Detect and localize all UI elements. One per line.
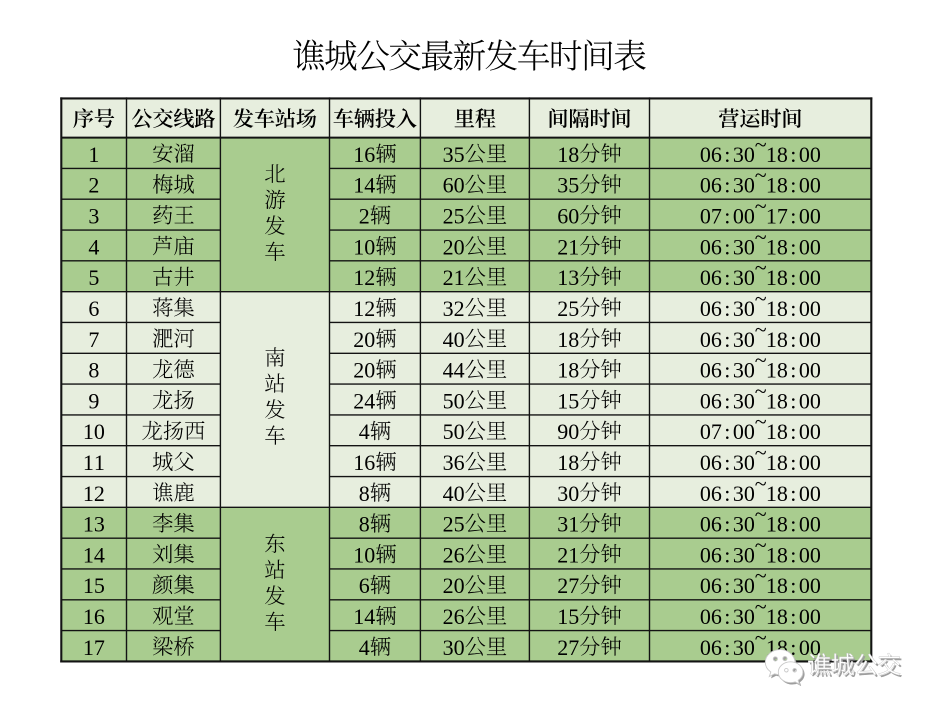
svg-text:21: 21 — [443, 265, 465, 290]
svg-text:06:30~18:00: 06:30~18:00 — [700, 532, 821, 567]
svg-text:13: 13 — [83, 512, 105, 537]
svg-text:35: 35 — [443, 142, 465, 167]
svg-text:6: 6 — [359, 573, 370, 598]
svg-text:14: 14 — [353, 173, 375, 198]
svg-text:21: 21 — [557, 542, 579, 567]
svg-text:14: 14 — [353, 604, 375, 629]
svg-text:1: 1 — [88, 142, 99, 167]
svg-text:20: 20 — [443, 573, 465, 598]
svg-text:40: 40 — [443, 481, 465, 506]
svg-text:26: 26 — [443, 542, 465, 567]
svg-text:4: 4 — [359, 419, 370, 444]
svg-text:06:30~18:00: 06:30~18:00 — [700, 440, 821, 475]
svg-text:12: 12 — [353, 296, 375, 321]
svg-text:06:30~18:00: 06:30~18:00 — [700, 286, 821, 321]
svg-text:21: 21 — [557, 234, 579, 259]
svg-text:25: 25 — [443, 204, 465, 229]
svg-text:26: 26 — [443, 604, 465, 629]
svg-text:40: 40 — [443, 327, 465, 352]
svg-text:25: 25 — [557, 296, 579, 321]
svg-text:2: 2 — [88, 173, 99, 198]
svg-text:5: 5 — [88, 265, 99, 290]
svg-text:4: 4 — [88, 234, 99, 259]
svg-text:8: 8 — [88, 358, 99, 383]
svg-text:18: 18 — [557, 450, 579, 475]
svg-text:12: 12 — [83, 481, 105, 506]
svg-text:24: 24 — [353, 388, 375, 413]
svg-text:90: 90 — [557, 419, 579, 444]
svg-text:10: 10 — [353, 542, 375, 567]
svg-text:18: 18 — [557, 327, 579, 352]
svg-text:16: 16 — [83, 604, 105, 629]
svg-text:18: 18 — [557, 142, 579, 167]
svg-text:36: 36 — [443, 450, 465, 475]
svg-text:06:30~18:00: 06:30~18:00 — [700, 132, 821, 167]
svg-text:7: 7 — [88, 327, 99, 352]
svg-text:50: 50 — [443, 388, 465, 413]
svg-text:44: 44 — [443, 358, 465, 383]
svg-text:20: 20 — [353, 358, 375, 383]
svg-text:06:30~18:00: 06:30~18:00 — [700, 563, 821, 598]
svg-text:20: 20 — [353, 327, 375, 352]
svg-text:6: 6 — [88, 296, 99, 321]
svg-text:30: 30 — [557, 481, 579, 506]
svg-text:3: 3 — [88, 204, 99, 229]
svg-text:10: 10 — [353, 234, 375, 259]
svg-text:12: 12 — [353, 265, 375, 290]
svg-text:27: 27 — [557, 573, 579, 598]
svg-text:15: 15 — [557, 604, 579, 629]
svg-text:15: 15 — [557, 388, 579, 413]
svg-text:27: 27 — [557, 635, 579, 660]
svg-text:50: 50 — [443, 419, 465, 444]
svg-text:2: 2 — [359, 204, 370, 229]
svg-text:8: 8 — [359, 512, 370, 537]
svg-text:13: 13 — [557, 265, 579, 290]
svg-text:60: 60 — [443, 173, 465, 198]
svg-text:4: 4 — [359, 635, 370, 660]
svg-text:06:30~18:00: 06:30~18:00 — [700, 224, 821, 259]
svg-text:14: 14 — [83, 542, 105, 567]
svg-text:60: 60 — [557, 204, 579, 229]
svg-text:16: 16 — [353, 450, 375, 475]
svg-text:30: 30 — [443, 635, 465, 660]
svg-text:10: 10 — [83, 419, 105, 444]
svg-text:20: 20 — [443, 234, 465, 259]
svg-text:35: 35 — [557, 173, 579, 198]
svg-text:16: 16 — [353, 142, 375, 167]
svg-text:17: 17 — [83, 635, 105, 660]
svg-text:25: 25 — [443, 512, 465, 537]
svg-text:15: 15 — [83, 573, 105, 598]
svg-text:8: 8 — [359, 481, 370, 506]
svg-text:06:30~18:00: 06:30~18:00 — [700, 378, 821, 413]
svg-text:11: 11 — [83, 450, 105, 475]
svg-text:18: 18 — [557, 358, 579, 383]
svg-text:32: 32 — [443, 296, 465, 321]
svg-text:9: 9 — [88, 388, 99, 413]
svg-text:31: 31 — [557, 512, 579, 537]
svg-text:07:00~17:00: 07:00~17:00 — [700, 194, 821, 229]
